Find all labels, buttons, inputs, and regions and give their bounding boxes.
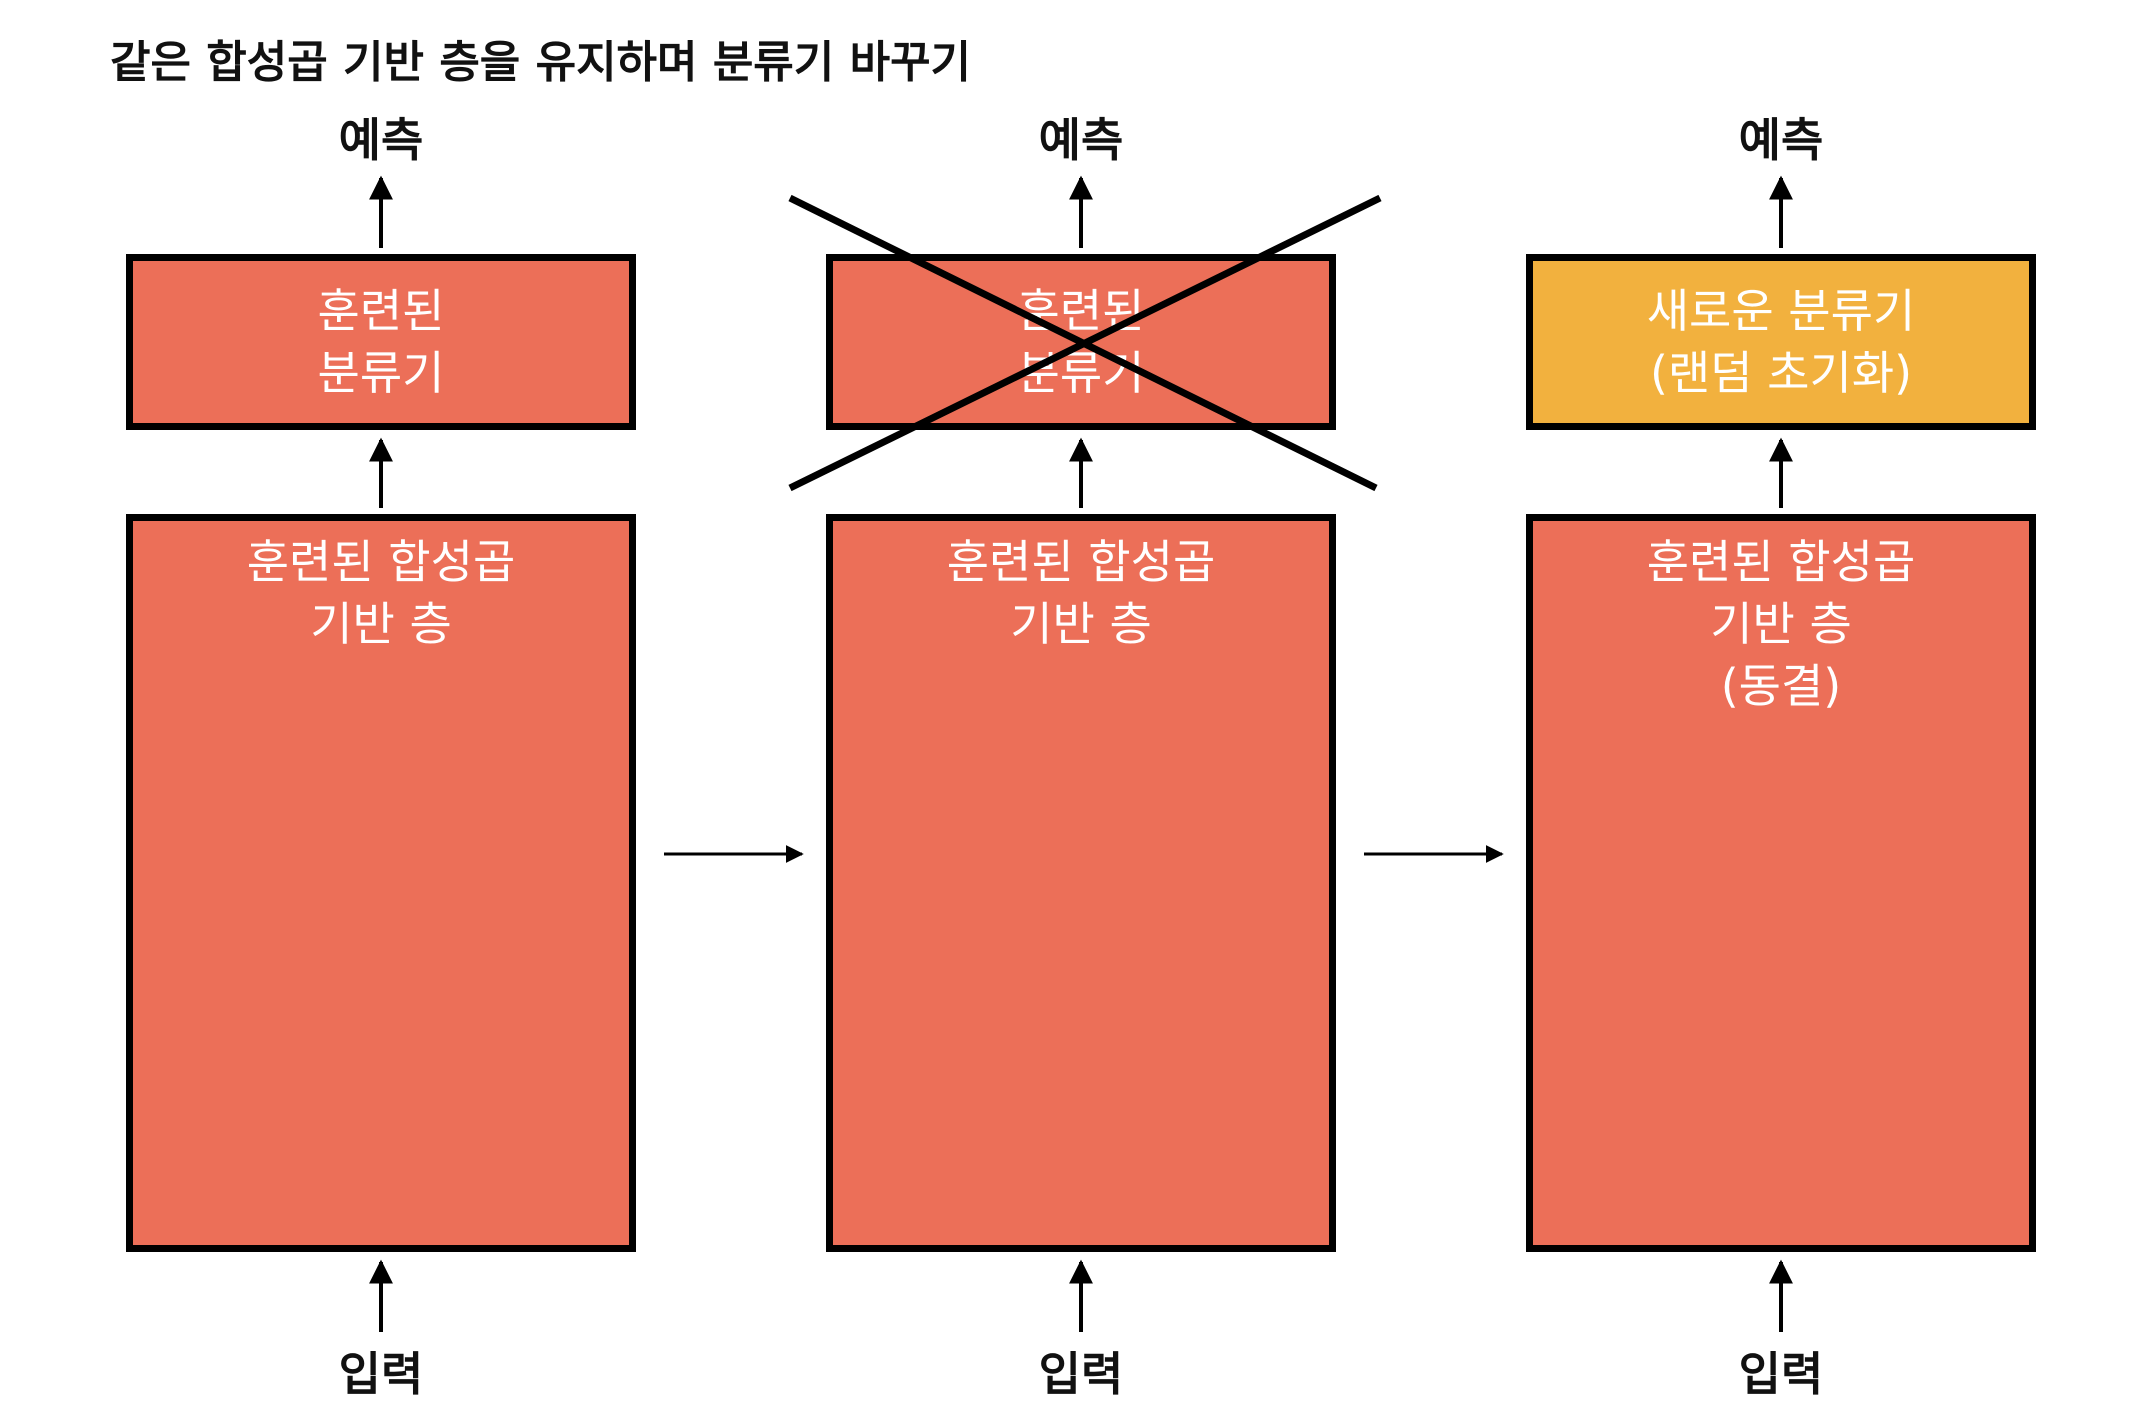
prediction-label-3: 예측 xyxy=(1738,113,1824,167)
classifier-line: 훈련된 xyxy=(1017,284,1145,338)
classifier-line: 분류기 xyxy=(1017,346,1145,400)
classifier-line: 훈련된 xyxy=(317,284,445,338)
cross-out-icon xyxy=(788,194,1382,492)
conv-base-line: 기반 층 xyxy=(310,597,452,651)
conv-base-line: 훈련된 합성곱 xyxy=(1646,535,1916,589)
classifier-block-1: 훈련된 분류기 xyxy=(126,254,636,430)
classifier-block-2: 훈련된 분류기 xyxy=(826,254,1336,430)
input-label-2: 입력 xyxy=(1038,1347,1124,1401)
prediction-label-2: 예측 xyxy=(1038,113,1124,167)
conv-base-block-1: 훈련된 합성곱 기반 층 xyxy=(126,514,636,1252)
classifier-line: (랜덤 초기화) xyxy=(1649,346,1913,400)
diagram-title: 같은 합성곱 기반 층을 유지하며 분류기 바꾸기 xyxy=(110,37,972,88)
conv-base-line: (동결) xyxy=(1720,659,1842,713)
conv-base-line: 훈련된 합성곱 xyxy=(246,535,516,589)
classifier-line: 새로운 분류기 xyxy=(1646,284,1916,338)
conv-base-line: 훈련된 합성곱 xyxy=(946,535,1216,589)
conv-base-block-2: 훈련된 합성곱 기반 층 xyxy=(826,514,1336,1252)
new-classifier-block: 새로운 분류기 (랜덤 초기화) xyxy=(1526,254,2036,430)
classifier-line: 분류기 xyxy=(317,346,445,400)
conv-base-line: 기반 층 xyxy=(1710,597,1852,651)
conv-base-block-frozen: 훈련된 합성곱 기반 층 (동결) xyxy=(1526,514,2036,1252)
conv-base-line: 기반 층 xyxy=(1010,597,1152,651)
input-label-1: 입력 xyxy=(338,1347,424,1401)
prediction-label-1: 예측 xyxy=(338,113,424,167)
input-label-3: 입력 xyxy=(1738,1347,1824,1401)
